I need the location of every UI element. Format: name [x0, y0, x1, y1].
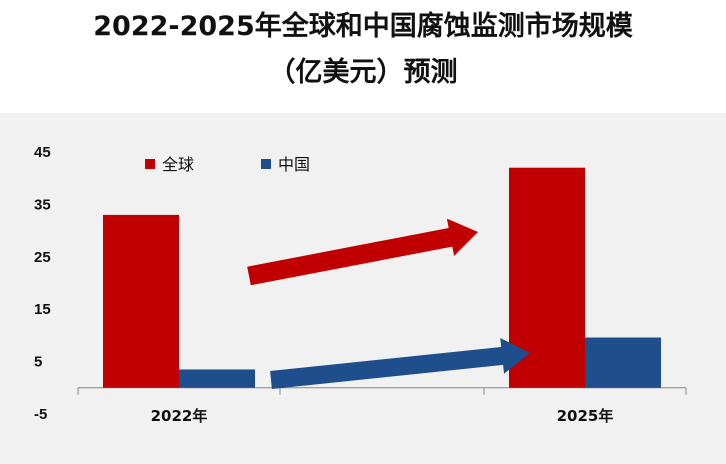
x-category-label: 2025年 — [557, 407, 614, 425]
bar-china-1 — [585, 337, 661, 388]
y-axis-ticks: 45 35 25 15 5 -5 — [34, 144, 51, 423]
legend-label-global: 全球 — [162, 155, 194, 174]
x-axis-category-ticks — [77, 387, 687, 395]
y-tick-label: 15 — [34, 301, 51, 318]
chart-title-line-2: （亿美元）预测 — [268, 57, 458, 88]
legend-label-china: 中国 — [278, 155, 310, 174]
y-tick-label: -5 — [34, 406, 47, 423]
bar-global-0 — [103, 214, 179, 388]
y-tick-label: 35 — [34, 196, 51, 213]
china-trend-arrow — [270, 338, 530, 389]
x-category-label: 2022年 — [151, 407, 208, 425]
y-tick-label: 45 — [34, 144, 51, 161]
y-tick-label: 5 — [34, 354, 42, 371]
bars — [103, 167, 661, 388]
chart-title-line-1: 2022-2025年全球和中国腐蚀监测市场规模 — [93, 11, 633, 42]
bar-china-0 — [179, 369, 255, 388]
legend: 全球 中国 — [145, 155, 310, 174]
trend-arrows — [247, 218, 530, 389]
y-tick-label: 25 — [34, 249, 51, 266]
legend-swatch-china — [261, 159, 271, 169]
global-trend-arrow — [247, 218, 478, 286]
chart-title: 2022-2025年全球和中国腐蚀监测市场规模 （亿美元）预测 — [0, 4, 726, 96]
legend-swatch-global — [145, 159, 155, 169]
x-axis-labels: 2022年 2025年 — [151, 407, 614, 425]
